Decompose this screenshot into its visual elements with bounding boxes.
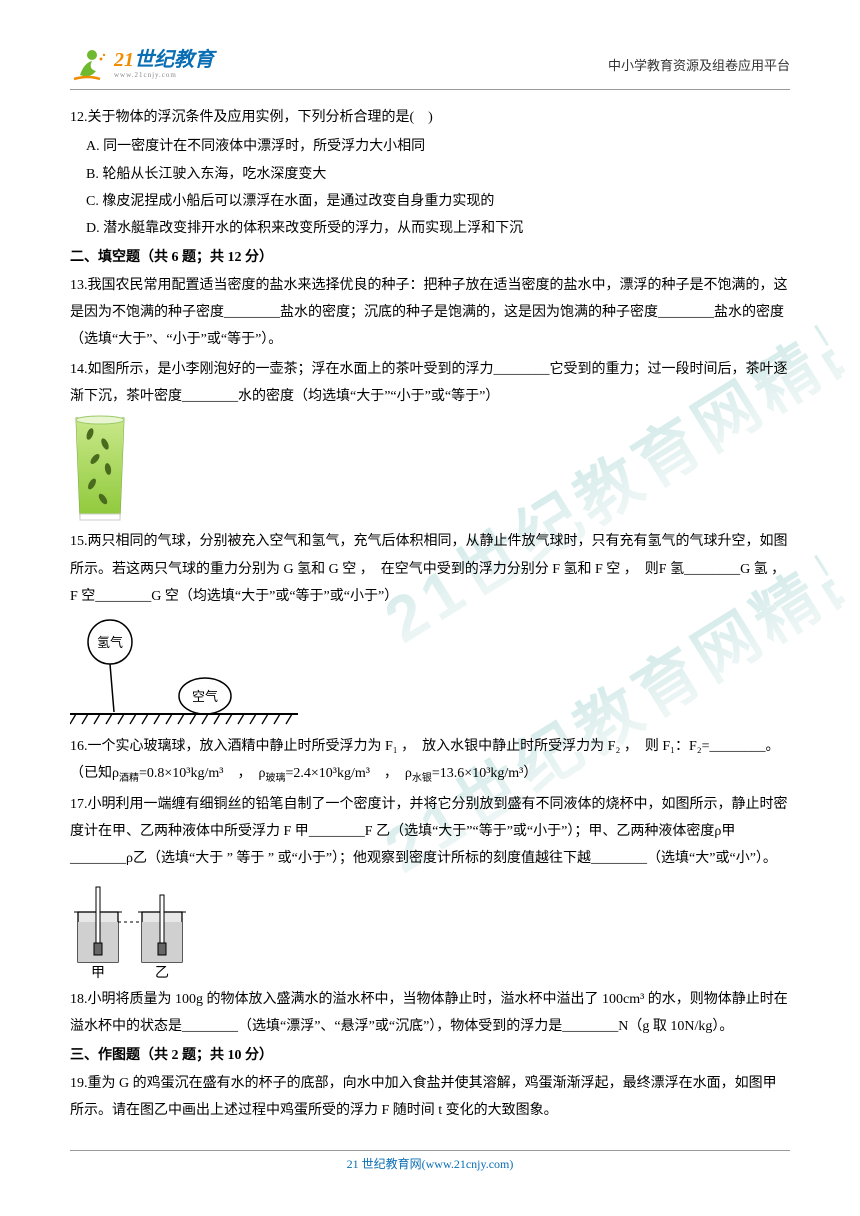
q16-part-d: =13.6×10³kg/m³） [432,766,537,781]
q14: 14.如图所示，是小李刚泡好的一壶茶；浮在水面上的茶叶受到的浮力________… [70,356,790,411]
q16-part-c: =2.4×10³kg/m³ ， ρ [285,766,411,781]
content-area: 12.关于物体的浮沉条件及应用实例，下列分析合理的是( ) A. 同一密度计在不… [70,104,790,1124]
q12-opt-b: B. 轮船从长江驶入东海，吃水深度变大 [86,161,790,188]
balloon-label-h2: 氢气 [97,635,123,650]
logo-block: 21世纪教育 www.21cnjy.com [70,45,214,83]
q12-options: A. 同一密度计在不同液体中漂浮时，所受浮力大小相同 B. 轮船从长江驶入东海，… [70,133,790,242]
logo-icon [70,45,108,83]
q12-opt-c: C. 橡皮泥捏成小船后可以漂浮在水面，是通过改变自身重力实现的 [86,188,790,215]
figure-tea-glass [70,414,790,524]
q12-stem: 12.关于物体的浮沉条件及应用实例，下列分析合理的是( ) [70,104,790,131]
q16-part-b: =0.8×10³kg/m³ ， ρ [139,766,265,781]
figure-balloons: 氢气 空气 [70,614,790,729]
q15: 15.两只相同的气球，分别被充入空气和氢气，充气后体积相同，从静止件放气球时，只… [70,528,790,610]
page-header: 21世纪教育 www.21cnjy.com 中小学教育资源及组卷应用平台 [70,45,790,83]
header-right-text: 中小学教育资源及组卷应用平台 [608,45,790,74]
q17: 17.小明利用一端缠有细铜丝的铅笔自制了一个密度计，并将它分别放到盛有不同液体的… [70,791,790,873]
q16: 16.一个实心玻璃球，放入酒精中静止时所受浮力为 F₁ ， 放入水银中静止时所受… [70,733,790,789]
q16-sub3: 水银 [412,773,432,784]
balloon-label-air: 空气 [192,689,218,704]
q18: 18.小明将质量为 100g 的物体放入盛满水的溢水杯中，当物体静止时，溢水杯中… [70,986,790,1041]
q12-opt-a: A. 同一密度计在不同液体中漂浮时，所受浮力大小相同 [86,133,790,160]
q13: 13.我国农民常用配置适当密度的盐水来选择优良的种子：把种子放在适当密度的盐水中… [70,272,790,354]
logo-title: 世纪教育 [134,49,214,71]
header-rule [70,89,790,90]
q16-sub1: 酒精 [119,773,139,784]
q19: 19.重为 G 的鸡蛋沉在盛有水的杯子的底部，向水中加入食盐并使其溶解，鸡蛋渐渐… [70,1070,790,1125]
densimeter-label-jia: 甲 [91,966,105,981]
section3-title: 三、作图题（共 2 题；共 10 分） [70,1042,790,1069]
densimeter-label-yi: 乙 [155,965,169,981]
q16-sub2: 玻璃 [265,773,285,784]
logo-number: 21 [114,49,134,71]
section2-title: 二、填空题（共 6 题；共 12 分） [70,244,790,271]
logo-sub-url: www.21cnjy.com [114,71,214,79]
q12-opt-d: D. 潜水艇靠改变排开水的体积来改变所受的浮力，从而实现上浮和下沉 [86,215,790,242]
figure-densimeter: 甲 乙 [70,877,790,982]
page-container: 21世纪教育 www.21cnjy.com 中小学教育资源及组卷应用平台 12.… [0,0,860,1166]
